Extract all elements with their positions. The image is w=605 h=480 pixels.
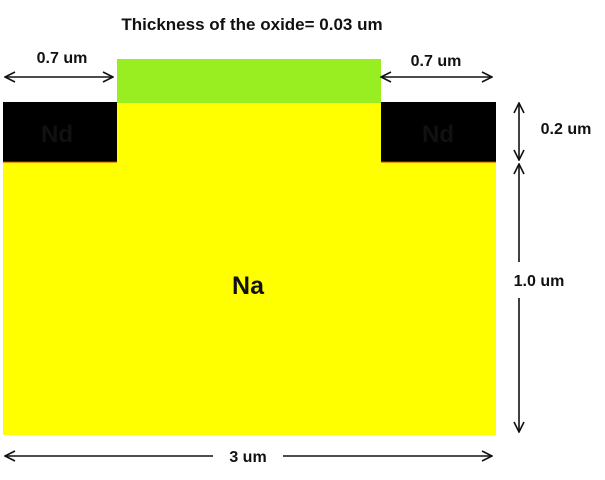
substrate-label: Na [232,272,265,300]
substrate-depth-label: 1.0 um [514,273,565,290]
drain-label: Nd [422,121,454,148]
nd-depth-label: 0.2 um [541,121,592,138]
total-width-label: 3 um [229,449,266,466]
right-width-label: 0.7 um [411,53,462,70]
oxide-layer [117,59,381,103]
left-width-label: 0.7 um [37,50,88,67]
diagram-title: Thickness of the oxide= 0.03 um [121,15,382,34]
source-nd-region [3,102,117,162]
source-label: Nd [41,121,73,148]
drain-nd-region [381,102,496,162]
